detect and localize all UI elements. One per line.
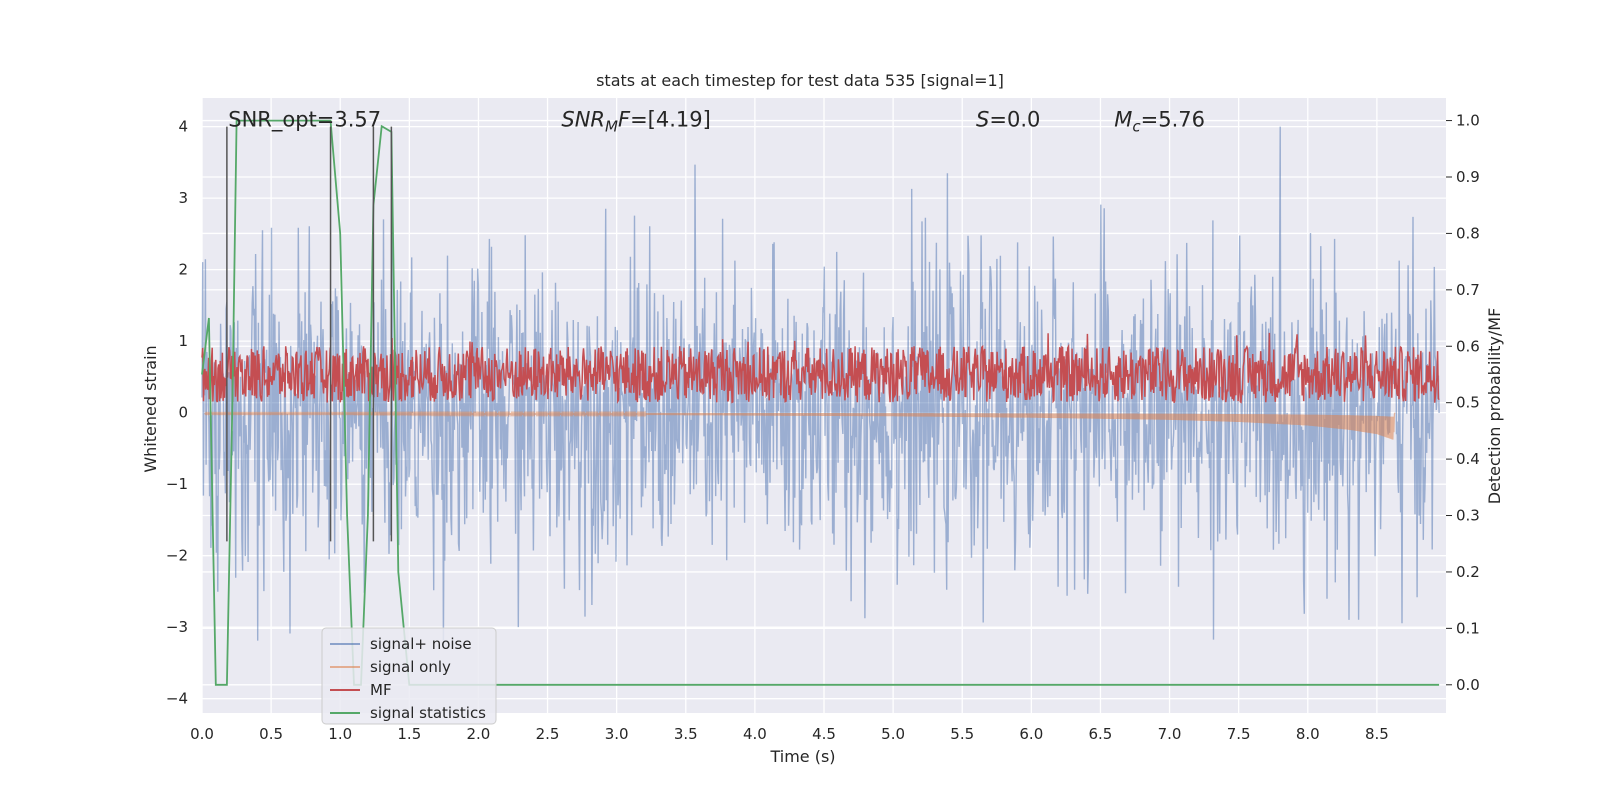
- y-right-tick-label: 0.5: [1456, 394, 1480, 412]
- x-axis-ticks: 0.0 0.5 1.0 1.5 2.0 2.5 3.0 3.5 4.0 4.5 5.0 5.5 6.0 6…: [190, 725, 1389, 743]
- annotations: SNR_opt=3.57 SNRMF=[4.19] S=0.0 Mc=5.76: [228, 107, 1205, 135]
- legend: signal+ noise signal only MF signal statist…: [321, 627, 497, 725]
- y-right-tick-label: 0.9: [1456, 168, 1480, 186]
- x-tick-label: 6.0: [1019, 725, 1043, 743]
- legend-label: MF: [370, 681, 392, 699]
- y-left-tick-label: −3: [166, 618, 188, 636]
- x-tick-label: 5.5: [950, 725, 974, 743]
- y-right-axis-ticks: 0.0 0.1 0.2 0.3 0.4 0.5 0.6 0.7 0.8 0.9 1.0: [1446, 112, 1480, 694]
- series-signal-statistics: [201, 119, 1440, 686]
- y-left-tick-label: 2: [178, 261, 188, 279]
- y-right-tick-label: 0.8: [1456, 224, 1480, 242]
- x-tick-label: 5.0: [881, 725, 905, 743]
- y-left-tick-label: −2: [166, 547, 188, 565]
- y-left-axis-ticks: −4 −3 −2 −1 0 1 2 3 4: [166, 118, 188, 708]
- x-tick-label: 6.5: [1089, 725, 1113, 743]
- x-tick-label: 0.5: [259, 725, 283, 743]
- annotation: SNRMF=[4.19]: [561, 107, 710, 135]
- series-signal-only: [204, 410, 1396, 440]
- x-tick-label: 1.5: [397, 725, 421, 743]
- y-left-tick-label: −1: [166, 475, 188, 493]
- data-layer: [201, 119, 1440, 686]
- y-right-tick-label: 0.4: [1456, 450, 1480, 468]
- y-left-tick-label: 1: [178, 332, 188, 350]
- legend-label: signal statistics: [370, 704, 486, 722]
- x-tick-label: 7.5: [1227, 725, 1251, 743]
- x-tick-label: 8.5: [1365, 725, 1389, 743]
- x-tick-label: 0.0: [190, 725, 214, 743]
- y-left-tick-label: −4: [166, 690, 188, 708]
- legend-box: [321, 627, 497, 725]
- series-signal-noise: [201, 126, 1440, 648]
- x-tick-label: 3.0: [605, 725, 629, 743]
- y-right-tick-label: 0.3: [1456, 507, 1480, 525]
- y-right-tick-label: 0.6: [1456, 337, 1480, 355]
- legend-label: signal only: [370, 658, 451, 676]
- y-left-tick-label: 0: [178, 404, 188, 422]
- x-tick-label: 4.0: [743, 725, 767, 743]
- x-tick-label: 8.0: [1296, 725, 1320, 743]
- y-left-tick-label: 4: [178, 118, 188, 136]
- y-left-tick-label: 3: [178, 189, 188, 207]
- vertical-markers: [226, 126, 393, 542]
- annotation: S=0.0: [976, 107, 1040, 131]
- x-tick-label: 1.0: [328, 725, 352, 743]
- chart-title: stats at each timestep for test data 535…: [596, 71, 1004, 90]
- x-axis-label: Time (s): [769, 747, 835, 766]
- y-left-axis-label: Whitened strain: [141, 345, 160, 472]
- annotation: Mc=5.76: [1114, 107, 1205, 135]
- y-right-tick-label: 0.7: [1456, 281, 1480, 299]
- y-right-tick-label: 0.0: [1456, 676, 1480, 694]
- y-right-tick-label: 1.0: [1456, 112, 1480, 130]
- x-tick-label: 2.0: [467, 725, 491, 743]
- y-right-axis-label: Detection probability/MF: [1485, 308, 1504, 505]
- annotation: SNR_opt=3.57: [228, 107, 381, 132]
- y-right-tick-label: 0.2: [1456, 563, 1480, 581]
- legend-label: signal+ noise: [370, 635, 472, 653]
- x-tick-label: 2.5: [536, 725, 560, 743]
- y-right-tick-label: 0.1: [1456, 619, 1480, 637]
- series-mf: [201, 332, 1440, 404]
- x-tick-label: 7.0: [1158, 725, 1182, 743]
- x-tick-label: 4.5: [812, 725, 836, 743]
- x-tick-label: 3.5: [674, 725, 698, 743]
